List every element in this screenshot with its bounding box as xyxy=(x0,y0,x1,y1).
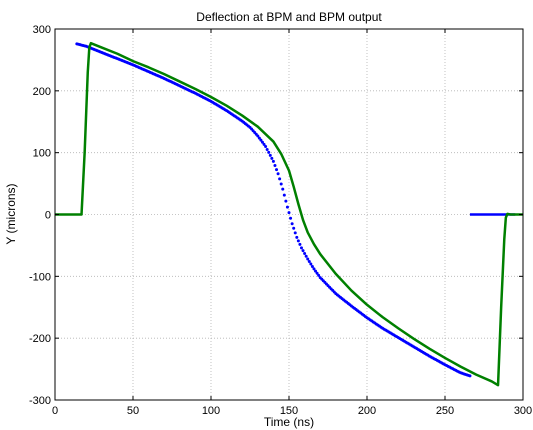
data-point xyxy=(312,267,316,271)
data-point xyxy=(265,147,269,151)
y-tick-label: -200 xyxy=(29,333,51,345)
data-point xyxy=(278,177,282,181)
data-point xyxy=(276,172,280,176)
y-tick-label: -300 xyxy=(29,395,51,407)
y-tick-label: 100 xyxy=(33,148,51,160)
grid xyxy=(55,29,523,400)
data-point xyxy=(285,205,289,209)
data-point xyxy=(279,182,283,186)
x-tick-label: 150 xyxy=(280,405,298,417)
data-point xyxy=(315,271,319,275)
series-line xyxy=(55,41,523,387)
x-tick-label: 100 xyxy=(202,405,220,417)
data-point xyxy=(306,257,310,261)
data-point xyxy=(295,235,299,239)
data-point xyxy=(296,239,300,243)
data-point xyxy=(303,251,307,255)
data-point xyxy=(259,138,263,142)
data-point xyxy=(256,134,260,138)
x-tick-label: 200 xyxy=(358,405,376,417)
data-point xyxy=(298,242,302,246)
data-point xyxy=(257,136,261,140)
y-tick-label: 300 xyxy=(33,24,51,36)
series-2 xyxy=(55,41,523,387)
data-point xyxy=(262,142,266,146)
data-point xyxy=(309,262,313,266)
x-tick-label: 300 xyxy=(514,405,532,417)
data-point xyxy=(304,254,308,258)
data-point xyxy=(301,249,305,253)
x-axis-label: Time (ns) xyxy=(264,415,314,429)
chart-title: Deflection at BPM and BPM output xyxy=(196,10,382,24)
ticks: 0 50 100 150 200 250 300 -300 -200 -100 0 100 200 300 xyxy=(29,24,532,417)
data-point xyxy=(307,259,311,263)
data-point xyxy=(268,153,272,157)
data-point xyxy=(289,216,293,220)
series-group xyxy=(55,41,523,387)
data-point xyxy=(270,156,274,160)
data-point xyxy=(267,150,271,154)
x-tick-label: 50 xyxy=(127,405,139,417)
data-point xyxy=(271,159,275,163)
data-point xyxy=(310,264,314,268)
data-point xyxy=(468,374,472,378)
y-tick-label: -100 xyxy=(29,271,51,283)
data-point xyxy=(290,222,294,226)
data-point xyxy=(281,187,285,191)
y-axis-label: Y (microns) xyxy=(4,183,18,244)
data-point xyxy=(293,231,297,235)
data-point xyxy=(273,163,277,167)
x-tick-label: 250 xyxy=(436,405,454,417)
data-point xyxy=(317,273,321,277)
y-tick-label: 0 xyxy=(45,210,51,222)
data-point xyxy=(282,193,286,197)
data-point xyxy=(314,269,318,273)
data-point xyxy=(260,140,264,144)
data-point xyxy=(299,246,303,250)
data-point xyxy=(275,168,279,172)
data-point xyxy=(287,211,291,215)
data-point xyxy=(292,226,296,230)
data-point xyxy=(264,144,268,148)
x-tick-label: 0 xyxy=(52,405,58,417)
y-tick-label: 200 xyxy=(33,86,51,98)
data-point xyxy=(284,199,288,203)
